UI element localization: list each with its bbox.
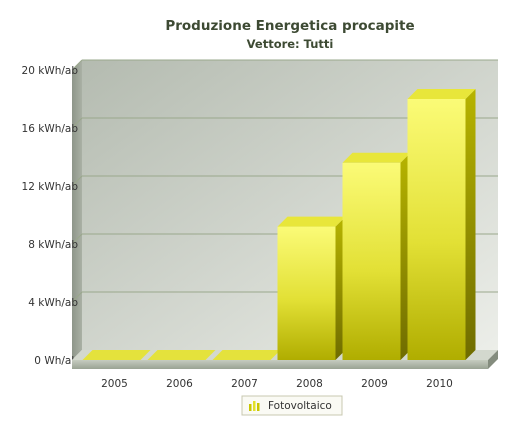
y-tick-label: 0 Wh/ab bbox=[34, 355, 78, 367]
legend-box bbox=[241, 395, 343, 416]
bar-top bbox=[212, 350, 281, 360]
bar-top bbox=[277, 216, 346, 227]
gridline-depth bbox=[71, 175, 83, 187]
plot-floor-side bbox=[488, 350, 498, 369]
gridline-depth bbox=[71, 233, 83, 245]
x-axis: 2005 2006 2007 2008 2009 2010 bbox=[101, 378, 453, 390]
bar-top bbox=[147, 350, 216, 360]
y-tick-label: 12 kWh/ab bbox=[22, 181, 79, 193]
y-tick-label: 8 kWh/ab bbox=[28, 239, 78, 251]
y-tick-label: 4 kWh/ab bbox=[28, 297, 78, 309]
bar bbox=[212, 350, 281, 360]
x-tick-label: 2009 bbox=[361, 378, 388, 390]
y-axis: 0 Wh/ab 4 kWh/ab 8 kWh/ab 12 kWh/ab 16 kWh/a… bbox=[22, 65, 79, 367]
bar-top bbox=[82, 350, 151, 360]
legend-swatch-icon bbox=[249, 401, 260, 411]
gridline-depth bbox=[71, 117, 83, 129]
bar bbox=[147, 350, 216, 360]
bars bbox=[82, 89, 476, 360]
gridline-depth bbox=[71, 291, 83, 303]
bar-front bbox=[407, 99, 466, 360]
legend: Fotovoltaico bbox=[241, 395, 343, 416]
bar bbox=[277, 216, 346, 360]
plot-floor-edge bbox=[72, 360, 488, 369]
bar-front bbox=[277, 226, 336, 360]
plot-left-wall bbox=[72, 60, 82, 360]
bar-side bbox=[465, 89, 476, 360]
chart-title: Produzione Energetica procapite bbox=[165, 18, 414, 34]
x-tick-label: 2007 bbox=[231, 378, 258, 390]
y-tick-label: 16 kWh/ab bbox=[22, 123, 79, 135]
bar-top bbox=[407, 89, 476, 99]
legend-label: Fotovoltaico bbox=[268, 400, 332, 412]
bar-front bbox=[342, 162, 401, 360]
bar bbox=[407, 89, 476, 360]
gridline-depth bbox=[71, 59, 83, 71]
y-tick-label: 20 kWh/ab bbox=[22, 65, 79, 77]
bar bbox=[342, 152, 411, 360]
x-tick-label: 2010 bbox=[426, 378, 453, 390]
x-tick-label: 2005 bbox=[101, 378, 128, 390]
x-tick-label: 2008 bbox=[296, 378, 323, 390]
x-tick-label: 2006 bbox=[166, 378, 193, 390]
bar bbox=[82, 350, 151, 360]
bar-top bbox=[342, 152, 411, 163]
chart-subtitle: Vettore: Tutti bbox=[247, 37, 334, 51]
